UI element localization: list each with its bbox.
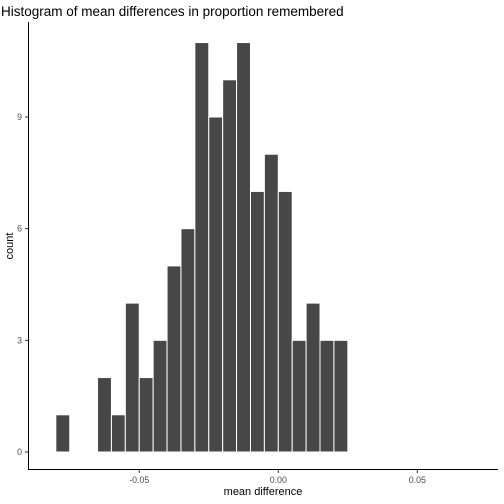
histogram-bar [110,414,126,453]
y-ticks-group: 0 3 6 9 [17,112,28,457]
x-axis-title: mean difference [224,486,303,498]
histogram-bar [124,302,140,453]
histogram-bar [152,339,168,453]
histogram-bar [208,116,224,453]
histogram-bar [194,42,210,453]
histogram-bar [222,79,238,453]
histogram-bar [138,377,154,453]
x-tick-label: 0.00 [270,475,287,485]
histogram-bar [263,153,279,453]
histogram-bar [291,339,307,453]
y-tick-label: 3 [17,335,22,345]
histogram-bar [180,228,196,453]
histogram-bar [333,339,349,453]
histogram-bar [166,265,182,453]
y-tick-label: 6 [17,224,22,234]
histogram-bar [277,190,293,453]
y-tick-label: 9 [17,112,22,122]
histogram-bar [249,190,265,453]
x-ticks-group: -0.05 0.00 0.05 [129,470,426,485]
histogram-bar [305,302,321,453]
y-tick-label: 0 [17,447,22,457]
histogram-bar [319,339,335,453]
x-tick-label: -0.05 [129,475,149,485]
bars-group [55,42,349,453]
chart-title: Histogram of mean differences in proport… [1,4,344,19]
histogram-bar [97,377,112,453]
histogram-bar [55,414,71,453]
x-tick-label: 0.05 [409,475,426,485]
y-axis-title: count [4,233,16,260]
histogram-bar [236,42,251,453]
